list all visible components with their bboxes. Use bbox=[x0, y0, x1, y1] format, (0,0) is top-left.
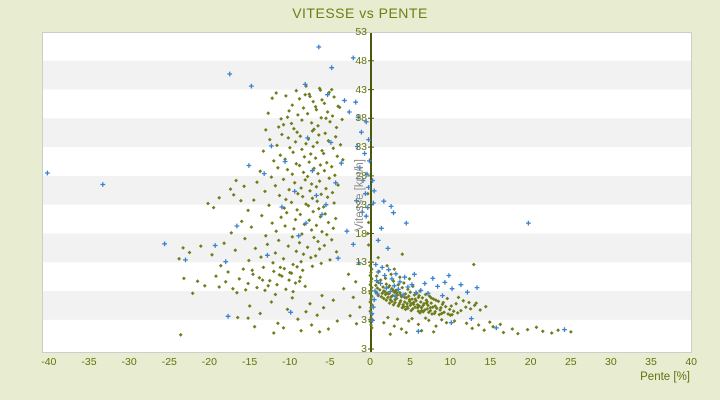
y-tick-label: 53 bbox=[355, 26, 367, 38]
x-tick-label: 30 bbox=[605, 356, 617, 368]
y-tick-label: 23 bbox=[355, 198, 367, 211]
y-tick-label: 48 bbox=[355, 54, 367, 67]
y-tick-label: 28 bbox=[355, 169, 367, 182]
x-tick-label: 35 bbox=[645, 356, 657, 368]
x-tick-label: -35 bbox=[81, 356, 97, 368]
x-tick-label: 15 bbox=[484, 356, 497, 368]
y-tick-label: 43 bbox=[355, 83, 367, 96]
x-axis-title: Pente [%] bbox=[640, 371, 690, 383]
x-tick-label: -20 bbox=[201, 356, 217, 368]
x-tick-label: 20 bbox=[524, 356, 537, 368]
x-tick-label: 25 bbox=[564, 356, 577, 368]
y-tick-label: 3 bbox=[361, 343, 367, 355]
grid-band bbox=[43, 233, 691, 263]
x-tick-label: -5 bbox=[325, 356, 335, 368]
x-tick-label: 0 bbox=[367, 356, 373, 368]
olive-diamond-series-points bbox=[177, 84, 573, 337]
plot-canvas bbox=[43, 33, 691, 352]
y-tick-label: 18 bbox=[355, 227, 367, 240]
x-tick-label: -40 bbox=[41, 356, 57, 368]
x-tick-label: 40 bbox=[685, 356, 698, 368]
plot-area: 53 48 43 38 33 28 23 18 13 8 3 3 Vitesse [km/h] bbox=[42, 26, 692, 355]
y-tick-label: 13 bbox=[355, 256, 367, 269]
grid-band bbox=[43, 291, 691, 320]
y-tick-label: 3 bbox=[361, 313, 367, 326]
y-tick-label: 33 bbox=[355, 141, 367, 154]
chart-title: VITESSE vs PENTE bbox=[292, 5, 428, 21]
blue-plus-series-points bbox=[45, 44, 567, 334]
grid-band bbox=[43, 118, 691, 148]
grid-band bbox=[43, 60, 691, 90]
grid-band bbox=[43, 175, 691, 205]
y-tick-label: 38 bbox=[355, 112, 367, 125]
x-tick-label: -30 bbox=[121, 356, 137, 368]
x-tick-label: -15 bbox=[242, 356, 258, 368]
y-axis-title: Vitesse [km/h] bbox=[354, 159, 366, 232]
x-tick-label: 10 bbox=[444, 356, 457, 368]
x-tick-label: -10 bbox=[282, 356, 298, 368]
y-tick-label: 8 bbox=[361, 285, 367, 297]
x-tick-label: -25 bbox=[161, 356, 177, 368]
x-tick-label: 5 bbox=[407, 356, 414, 368]
